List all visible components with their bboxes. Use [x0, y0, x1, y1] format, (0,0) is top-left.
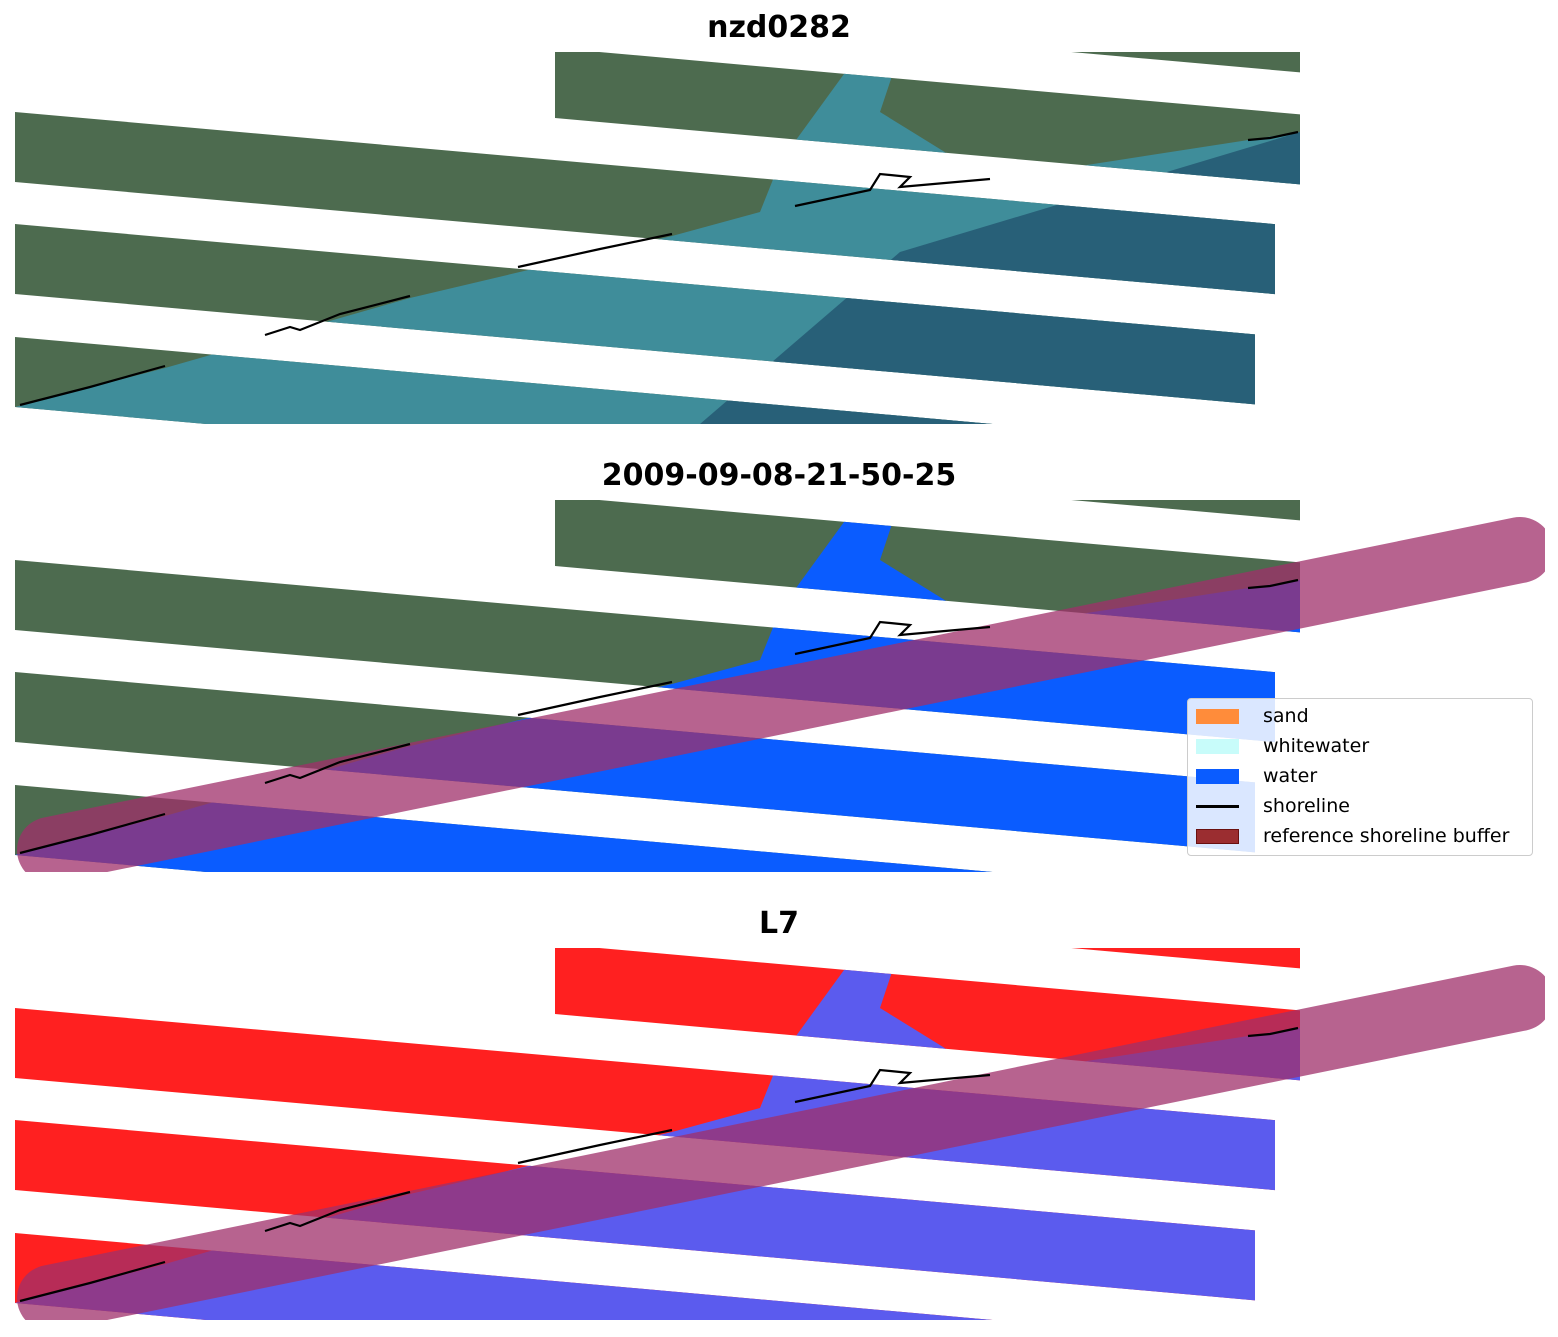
- shoreline: [1247, 130, 1299, 142]
- legend-label: reference shoreline buffer: [1263, 825, 1510, 847]
- whitewater-swatch: [1196, 738, 1239, 754]
- shoreline: [1247, 1026, 1299, 1038]
- shoreline: [794, 620, 991, 656]
- shoreline: [517, 680, 673, 717]
- panel-title-3: L7: [759, 906, 799, 941]
- reference-shoreline-buffer: [17, 517, 1545, 872]
- shoreline: [264, 742, 411, 785]
- image-strips: [15, 52, 1300, 424]
- shoreline: [794, 172, 991, 208]
- water-swatch: [1196, 768, 1239, 784]
- shoreline: [517, 232, 673, 269]
- reference-shoreline-buffer: [17, 965, 1545, 1320]
- shoreline: [19, 364, 166, 407]
- sand-swatch: [1196, 708, 1239, 724]
- legend-label: whitewater: [1263, 735, 1370, 757]
- deep-water-area: [700, 112, 1300, 424]
- shoreline: [1247, 578, 1299, 590]
- legend-label: sand: [1263, 705, 1309, 727]
- rgb-image-panel: [15, 52, 1300, 424]
- shoreline: [19, 1260, 166, 1303]
- legend-label: water: [1263, 765, 1318, 787]
- legend-item-buffer: reference shoreline buffer: [1196, 823, 1509, 849]
- shoreline: [517, 1128, 673, 1165]
- shoreline: [264, 294, 411, 337]
- legend-item-sand: sand: [1196, 703, 1309, 729]
- legend: sand whitewater water shoreline referenc…: [1187, 698, 1533, 856]
- shoreline: [19, 812, 166, 855]
- legend-label: shoreline: [1263, 795, 1350, 817]
- panel-title-1: nzd0282: [707, 10, 851, 45]
- buffer-swatch: [1196, 828, 1239, 844]
- legend-item-shoreline: shoreline: [1196, 793, 1350, 819]
- legend-item-water: water: [1196, 763, 1317, 789]
- shoreline: [794, 1068, 991, 1104]
- classified-image-panel: [15, 500, 1545, 872]
- legend-item-whitewater: whitewater: [1196, 733, 1369, 759]
- shoreline-line-icon: [1196, 804, 1239, 808]
- panel-title-2: 2009-09-08-21-50-25: [601, 458, 957, 493]
- index-image-panel: [15, 948, 1545, 1320]
- shoreline: [264, 1190, 411, 1233]
